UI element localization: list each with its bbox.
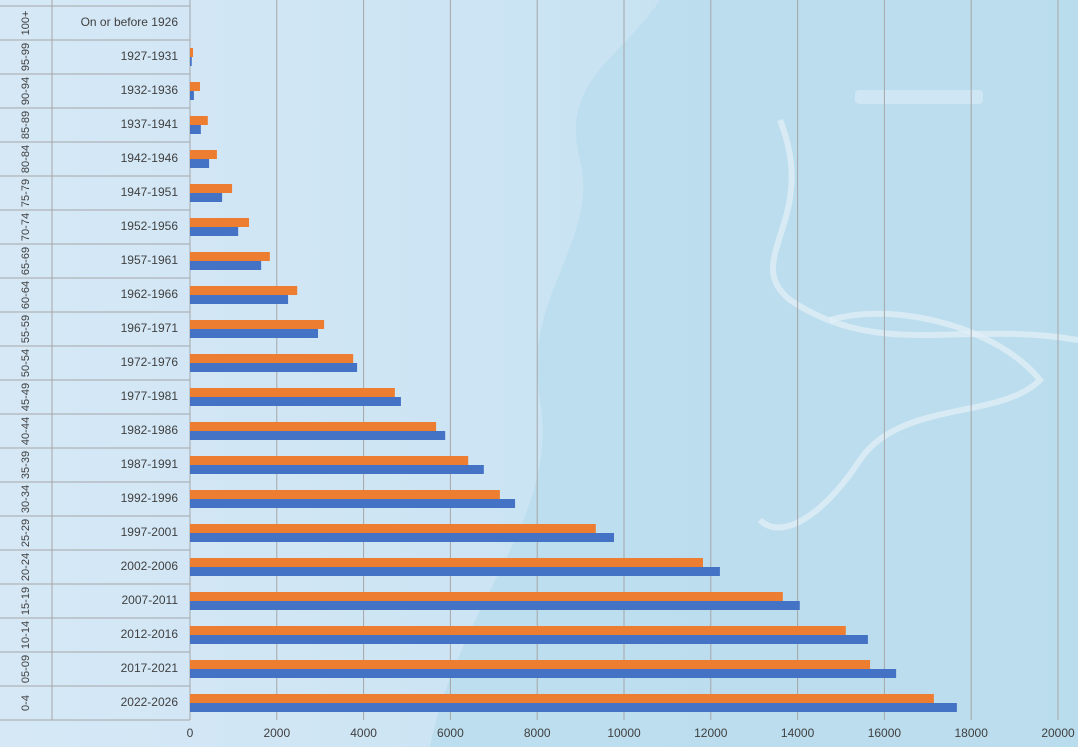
category-label: 1927-1931: [121, 49, 179, 63]
bar: [190, 533, 615, 542]
bar: [190, 286, 298, 295]
bar: [190, 82, 200, 91]
age-group-label: 85-89: [20, 111, 32, 139]
x-tick-label: 14000: [781, 726, 815, 740]
bar: [190, 193, 223, 202]
category-label: 2007-2011: [122, 593, 179, 607]
age-group-label: 40-44: [20, 417, 32, 445]
age-group-label: 30-34: [20, 485, 32, 513]
age-group-label: 75-79: [20, 179, 32, 207]
bar: [190, 261, 262, 270]
bar: [190, 524, 596, 533]
x-tick-label: 18000: [955, 726, 989, 740]
age-group-label: 95-99: [20, 43, 32, 71]
category-label: 2022-2026: [121, 695, 179, 709]
bar: [190, 456, 469, 465]
bar: [190, 397, 401, 406]
bar: [190, 694, 934, 703]
bar: [190, 125, 201, 134]
category-label: 2012-2016: [121, 627, 179, 641]
x-tick-label: 12000: [694, 726, 728, 740]
category-label: 1997-2001: [121, 525, 179, 539]
age-group-label: 55-59: [20, 315, 32, 343]
bar: [190, 159, 210, 168]
age-group-label: 50-54: [20, 349, 32, 377]
category-label: 1972-1976: [121, 355, 179, 369]
x-tick-label: 8000: [524, 726, 551, 740]
category-label: 2002-2006: [121, 559, 179, 573]
x-tick-label: 10000: [607, 726, 641, 740]
age-group-label: 45-49: [20, 383, 32, 411]
bar: [190, 227, 239, 236]
bar: [190, 422, 437, 431]
bar: [190, 465, 484, 474]
bar: [190, 91, 194, 100]
age-group-label: 0-4: [20, 695, 32, 711]
age-group-label: 100+: [20, 11, 32, 36]
category-label: 1932-1936: [121, 83, 179, 97]
age-group-label: 35-39: [20, 451, 32, 479]
age-group-label: 70-74: [20, 213, 32, 241]
bar: [190, 150, 217, 159]
bar: [190, 116, 208, 125]
category-label: 1937-1941: [121, 117, 179, 131]
age-group-label: 90-94: [20, 77, 32, 105]
bar: [190, 354, 354, 363]
category-label: 1952-1956: [121, 219, 179, 233]
category-label: On or before 1926: [81, 15, 179, 29]
x-tick-label: 20000: [1041, 726, 1075, 740]
bar: [190, 601, 800, 610]
age-group-label: 25-29: [20, 519, 32, 547]
category-label: 1947-1951: [121, 185, 179, 199]
bar: [190, 626, 846, 635]
map-label-box: [855, 90, 983, 104]
bar: [190, 490, 500, 499]
bar: [190, 660, 871, 669]
bar: [190, 184, 233, 193]
age-group-label: 60-64: [20, 281, 32, 309]
category-label: 1942-1946: [121, 151, 179, 165]
x-tick-label: 2000: [263, 726, 290, 740]
bar: [190, 669, 897, 678]
category-label: 2017-2021: [121, 661, 179, 675]
x-tick-label: 4000: [350, 726, 377, 740]
bar: [190, 635, 868, 644]
age-group-label: 65-69: [20, 247, 32, 275]
bar: [190, 388, 395, 397]
bar: [190, 592, 783, 601]
age-group-label: 10-14: [20, 621, 32, 649]
category-label: 1962-1966: [121, 287, 179, 301]
bar: [190, 567, 720, 576]
category-label: 1987-1991: [121, 457, 179, 471]
x-tick-label: 0: [187, 726, 194, 740]
bar: [190, 252, 270, 261]
bar: [190, 363, 358, 372]
age-group-label: 15-19: [20, 587, 32, 615]
category-label: 1977-1981: [121, 389, 179, 403]
bar: [190, 218, 250, 227]
category-label: 1992-1996: [121, 491, 179, 505]
bar: [190, 320, 325, 329]
x-tick-label: 16000: [868, 726, 902, 740]
bar: [190, 431, 446, 440]
bar: [190, 499, 516, 508]
age-group-label: 20-24: [20, 553, 32, 581]
bar: [190, 57, 192, 66]
age-group-label: 80-84: [20, 145, 32, 173]
bar: [190, 703, 957, 712]
age-group-label: 05-09: [20, 655, 32, 683]
bar: [190, 329, 319, 338]
bar: [190, 295, 289, 304]
map-river: [757, 310, 1045, 531]
bar: [190, 558, 703, 567]
category-label: 1957-1961: [121, 253, 179, 267]
bar: [190, 48, 194, 57]
x-tick-label: 6000: [437, 726, 464, 740]
category-label: 1967-1971: [121, 321, 179, 335]
category-label: 1982-1986: [121, 423, 179, 437]
